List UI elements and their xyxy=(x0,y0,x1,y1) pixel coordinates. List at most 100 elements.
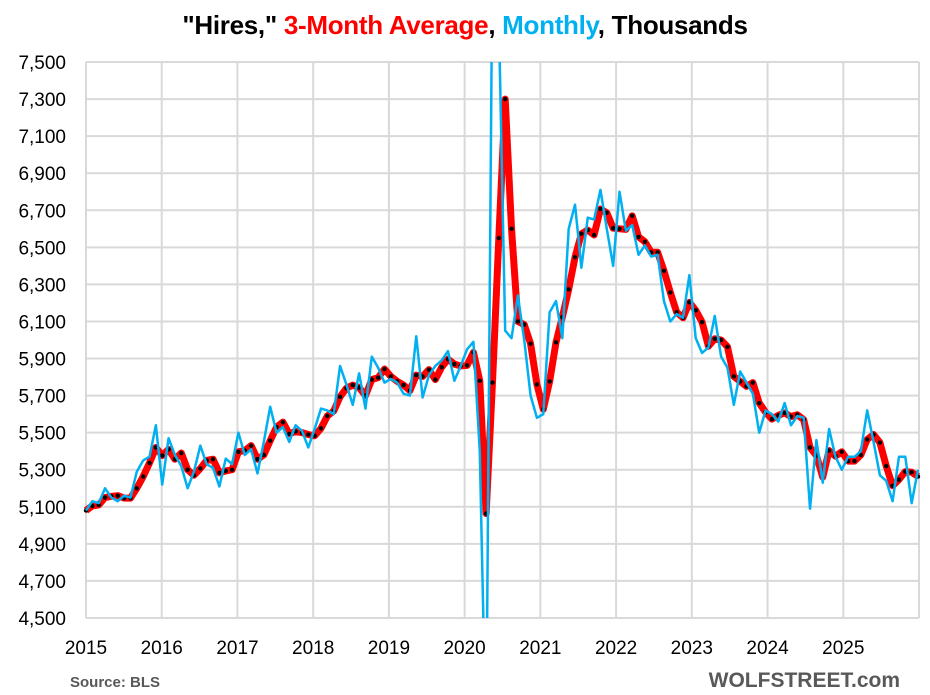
avg-point-marker xyxy=(547,379,552,384)
avg-point-marker xyxy=(693,308,698,313)
x-tick-label: 2018 xyxy=(292,638,334,659)
avg-point-marker xyxy=(668,290,673,295)
avg-point-marker xyxy=(896,477,902,482)
avg-point-marker xyxy=(350,382,355,388)
y-tick-label: 6,900 xyxy=(18,164,66,185)
avg-point-marker xyxy=(229,467,235,472)
wolfstreet-brand: WOLFSTREET.com xyxy=(708,669,900,692)
avg-point-marker xyxy=(852,458,857,464)
avg-point-marker xyxy=(261,452,267,458)
avg-point-marker xyxy=(426,367,432,372)
avg-point-marker xyxy=(210,457,216,462)
avg-point-marker xyxy=(579,231,584,236)
avg-point-marker xyxy=(642,239,648,244)
avg-point-marker xyxy=(147,460,152,466)
avg-point-marker xyxy=(198,466,203,471)
avg-point-marker xyxy=(325,413,330,419)
avg-point-marker xyxy=(306,432,311,437)
title-sep: , xyxy=(488,10,503,40)
avg-point-marker xyxy=(223,468,228,474)
avg-point-marker xyxy=(452,361,457,367)
y-tick-label: 5,500 xyxy=(18,424,66,445)
chart-title: "Hires," 3-Month Average, Monthly, Thous… xyxy=(0,10,930,41)
x-tick-label: 2015 xyxy=(65,638,107,659)
gridlines xyxy=(85,61,920,619)
avg-point-marker xyxy=(655,250,660,255)
y-tick-label: 4,500 xyxy=(18,609,66,630)
avg-point-marker xyxy=(439,364,444,370)
x-tick-label: 2021 xyxy=(519,638,561,659)
avg-point-marker xyxy=(179,450,184,456)
y-tick-label: 5,900 xyxy=(18,350,66,371)
x-tick-label: 2020 xyxy=(443,638,485,659)
avg-point-marker xyxy=(185,467,190,472)
y-tick-label: 7,300 xyxy=(18,90,66,111)
x-tick-label: 2024 xyxy=(746,638,789,659)
avg-point-marker xyxy=(490,380,495,385)
avg-point-marker xyxy=(725,344,730,349)
avg-point-marker xyxy=(864,437,870,442)
avg-point-marker xyxy=(617,226,622,231)
avg-point-marker xyxy=(369,377,375,382)
avg-point-marker xyxy=(731,374,737,379)
avg-point-marker xyxy=(401,382,406,388)
y-tick-label: 6,700 xyxy=(18,201,66,222)
avg-point-marker xyxy=(553,340,559,345)
avg-point-marker xyxy=(750,380,756,385)
avg-point-marker xyxy=(115,493,120,498)
avg-point-marker xyxy=(255,457,260,462)
series-group xyxy=(83,61,921,619)
y-tick-label: 6,500 xyxy=(18,238,66,259)
y-tick-label: 7,100 xyxy=(18,127,66,148)
y-tick-label: 6,300 xyxy=(18,275,66,296)
x-tick-label: 2025 xyxy=(822,638,864,659)
avg-point-marker xyxy=(267,438,273,443)
title-sep: , xyxy=(597,10,612,40)
avg-point-marker xyxy=(102,495,108,500)
y-tick-label: 4,900 xyxy=(18,535,66,556)
avg-point-marker xyxy=(687,300,692,305)
avg-point-marker xyxy=(382,366,387,372)
avg-point-marker xyxy=(566,287,571,292)
avg-point-marker xyxy=(318,426,324,431)
x-tick-label: 2022 xyxy=(595,638,637,659)
x-tick-label: 2023 xyxy=(671,638,713,659)
avg-point-marker xyxy=(509,226,514,231)
avg-point-marker xyxy=(699,319,705,325)
avg-point-marker xyxy=(515,319,521,324)
y-axis-ticks: 4,500 4,700 4,900 5,100 5,300 5,500 5,700 5,900… xyxy=(18,53,66,630)
avg-point-marker xyxy=(160,453,165,458)
avg-point-marker xyxy=(280,419,286,425)
avg-point-marker xyxy=(712,336,717,341)
y-tick-label: 5,700 xyxy=(18,387,66,408)
avg-point-marker xyxy=(884,463,889,469)
avg-point-marker xyxy=(839,449,844,455)
x-axis-ticks: 2015 2016 2017 2018 2019 2020 2021 2022 2023 2024… xyxy=(65,638,865,659)
avg-point-marker xyxy=(375,375,381,380)
avg-point-marker xyxy=(217,470,222,476)
avg-point-marker xyxy=(388,374,394,379)
source-label: Source: BLS xyxy=(70,674,161,691)
avg-point-marker xyxy=(782,410,787,416)
y-tick-label: 5,300 xyxy=(18,461,66,482)
avg-point-marker xyxy=(337,394,343,400)
avg-point-marker xyxy=(826,448,832,453)
avg-point-marker xyxy=(477,378,482,383)
y-tick-label: 6,100 xyxy=(18,312,66,333)
avg-point-marker xyxy=(140,474,146,479)
avg-point-marker xyxy=(636,234,641,240)
monthly-line xyxy=(84,61,920,619)
avg-point-marker xyxy=(414,373,419,378)
title-3-month-average: 3-Month Average xyxy=(283,10,489,40)
avg-point-marker xyxy=(502,96,508,102)
avg-point-marker xyxy=(433,377,438,382)
avg-point-marker xyxy=(909,470,914,475)
title-hires: "Hires," xyxy=(182,10,284,40)
avg-point-marker xyxy=(604,210,609,215)
avg-point-marker xyxy=(757,400,762,406)
avg-point-marker xyxy=(534,382,540,387)
avg-point-marker xyxy=(464,363,470,368)
title-thousands: Thousands xyxy=(611,10,748,40)
avg-point-marker xyxy=(134,486,140,491)
